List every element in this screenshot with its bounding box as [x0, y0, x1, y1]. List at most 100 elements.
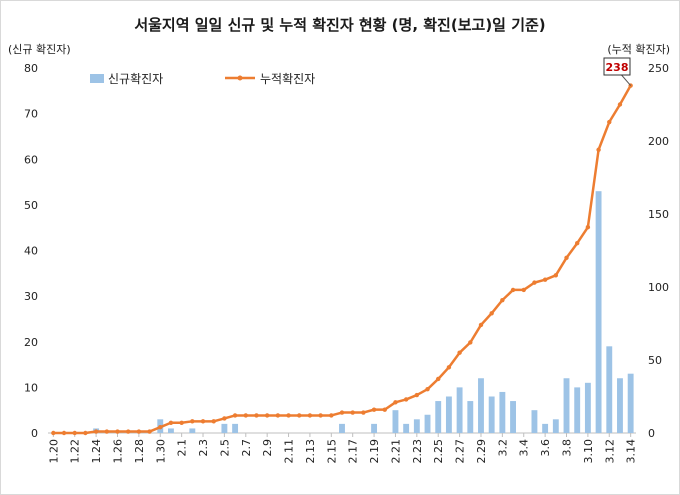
x-axis-tick-label: 2.21 [389, 439, 402, 464]
bar-new-cases [542, 423, 549, 433]
line-point-cumulative [211, 419, 216, 424]
x-axis-tick-label: 3.4 [518, 439, 531, 457]
line-point-cumulative [243, 413, 248, 418]
line-point-cumulative [585, 224, 591, 230]
right-axis-tick-label: 0 [648, 427, 655, 440]
x-axis-tick-label: 2.25 [432, 439, 445, 464]
bar-new-cases [552, 419, 559, 433]
x-axis-tick-label: 1.30 [154, 439, 167, 464]
left-axis-tick-label: 40 [24, 245, 38, 258]
left-axis-tick-label: 20 [24, 336, 38, 349]
left-axis-tick-label: 70 [24, 108, 38, 121]
line-point-cumulative [125, 429, 131, 434]
bar-new-cases [371, 423, 378, 433]
line-point-cumulative [61, 430, 67, 436]
line-point-cumulative [446, 365, 452, 370]
line-point-cumulative [468, 340, 473, 345]
bar-new-cases [424, 414, 431, 433]
bar-new-cases [413, 419, 420, 433]
x-axis-tick-label: 3.2 [496, 439, 509, 457]
x-axis-tick-label: 3.10 [582, 439, 595, 464]
line-point-cumulative [489, 311, 494, 316]
line-point-cumulative [339, 410, 345, 415]
annotation-box [603, 57, 631, 76]
line-point-cumulative [532, 280, 537, 285]
bar-new-cases [617, 378, 623, 433]
line-point-cumulative [307, 413, 313, 418]
x-axis-tick-label: 1.24 [90, 439, 103, 464]
line-point-cumulative [564, 255, 569, 260]
line-point-cumulative [254, 413, 259, 418]
right-axis-tick-label: 200 [648, 135, 669, 148]
line-point-cumulative [179, 420, 184, 425]
line-point-cumulative [382, 407, 387, 412]
line-point-cumulative [104, 429, 110, 434]
left-axis-tick-label: 60 [24, 153, 38, 166]
annotation-label: 238 [606, 61, 629, 74]
line-point-cumulative [200, 419, 206, 424]
line-point-cumulative [51, 430, 56, 436]
line-point-cumulative [158, 424, 163, 430]
x-axis-tick-label: 2.13 [304, 439, 317, 464]
x-axis-tick-label: 3.12 [603, 439, 616, 464]
left-axis-tick-label: 50 [24, 199, 38, 212]
bar-new-cases [499, 391, 506, 433]
x-axis-tick-label: 2.23 [411, 439, 424, 464]
bar-new-cases [606, 346, 613, 433]
bar-new-cases [574, 387, 581, 433]
bar-new-cases [478, 378, 484, 433]
line-point-cumulative [500, 297, 505, 303]
line-point-cumulative [478, 322, 484, 328]
x-axis-tick-label: 2.1 [176, 439, 189, 457]
bar-new-cases [584, 382, 591, 433]
bar-new-cases [232, 423, 239, 433]
x-axis-tick-label: 2.27 [454, 439, 467, 464]
line-point-cumulative [168, 420, 174, 425]
left-axis-tick-label: 0 [31, 427, 38, 440]
right-axis-unit-label: (누적 확진자) [607, 43, 670, 56]
bar-new-cases [488, 396, 495, 433]
left-axis-tick-label: 80 [24, 62, 38, 75]
bar-new-cases [435, 401, 442, 433]
left-axis-tick-label: 30 [24, 290, 38, 303]
x-axis-tick-label: 3.6 [539, 439, 552, 457]
x-axis-tick-label: 2.3 [197, 439, 210, 457]
line-point-cumulative [425, 387, 430, 392]
line-point-cumulative [510, 287, 516, 293]
bar-new-cases [168, 428, 174, 433]
bar-new-cases [221, 423, 228, 433]
line-point-cumulative [393, 400, 398, 405]
right-axis-tick-label: 250 [648, 62, 669, 75]
left-axis-tick-label: 10 [24, 381, 38, 394]
bar-new-cases [531, 410, 538, 433]
bar-new-cases [403, 423, 410, 433]
bar-new-cases [627, 373, 634, 433]
line-point-cumulative [232, 413, 238, 418]
line-point-cumulative [457, 350, 462, 355]
x-axis-tick-label: 3.8 [561, 439, 574, 457]
line-point-cumulative [264, 413, 270, 418]
bar-new-cases [339, 423, 345, 433]
line-point-cumulative [607, 119, 612, 125]
x-axis-tick-label: 2.7 [240, 439, 253, 457]
bar-new-cases [456, 387, 463, 433]
legend-label-cumulative: 누적확진자 [260, 72, 315, 86]
line-point-cumulative [93, 429, 99, 434]
x-axis-tick-label: 2.17 [347, 439, 360, 464]
line-cumulative-cases [53, 84, 632, 435]
x-axis-tick-label: 2.5 [218, 439, 231, 457]
line-point-cumulative [190, 419, 195, 424]
x-axis-tick-label: 1.20 [47, 439, 60, 464]
bar-new-cases [445, 396, 452, 433]
line-point-cumulative [297, 413, 302, 418]
right-axis-tick-label: 50 [648, 354, 662, 367]
right-axis-tick-label: 150 [648, 208, 669, 221]
annotation-leader-line [620, 73, 632, 86]
x-axis-tick-label: 2.29 [475, 439, 488, 464]
legend-label-new-cases: 신규확진자 [108, 72, 163, 86]
line-point-cumulative [286, 413, 291, 418]
line-point-cumulative [361, 410, 366, 415]
line-point-cumulative [521, 287, 526, 293]
x-axis-tick-label: 2.15 [325, 439, 338, 464]
